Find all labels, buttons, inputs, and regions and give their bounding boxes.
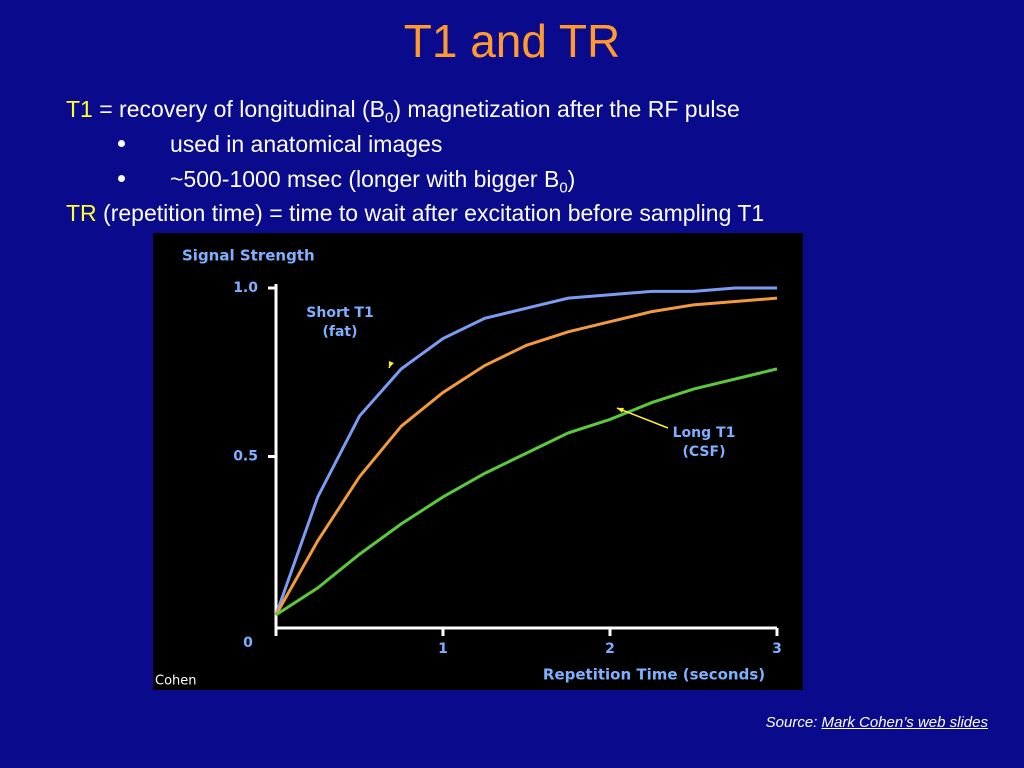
subscript: 0 bbox=[384, 109, 394, 127]
x-tick-label: 2 bbox=[605, 641, 615, 657]
arrow-head bbox=[617, 407, 624, 413]
line bbox=[275, 367, 778, 617]
chart-background bbox=[153, 233, 803, 690]
x-tick-label: 3 bbox=[772, 641, 782, 657]
y-tick-label: 0.5 bbox=[233, 449, 258, 465]
text: (repetition time) = time to wait after e… bbox=[96, 200, 765, 226]
bullet-text: used in anatomical images bbox=[170, 131, 442, 158]
line bbox=[274, 286, 777, 616]
y-tick-label: 0 bbox=[243, 635, 253, 651]
x-axis-label: Repetition Time (seconds) bbox=[543, 666, 765, 684]
y-axis-label: Signal Strength bbox=[182, 247, 315, 265]
y-tick-label: 1.0 bbox=[233, 280, 258, 296]
bullet bbox=[118, 140, 125, 147]
text: used in anatomical images bbox=[170, 131, 443, 157]
annotation-arrow bbox=[616, 407, 669, 429]
credit: Cohen bbox=[155, 674, 197, 689]
term: T1 bbox=[66, 96, 93, 122]
source: Source: Mark Cohen’s web slides bbox=[766, 714, 988, 731]
text: ) bbox=[567, 166, 576, 192]
annotation: (CSF) bbox=[683, 444, 726, 460]
annotation: (fat) bbox=[322, 324, 357, 340]
arrow-head bbox=[388, 361, 394, 368]
bullet bbox=[118, 175, 125, 182]
text: ) magnetization after the RF pulse bbox=[393, 96, 740, 122]
subscript: 0 bbox=[559, 179, 568, 197]
slide-title: T1 and TR bbox=[403, 15, 621, 67]
text: ~500-1000 msec (longer with bigger B bbox=[170, 166, 560, 192]
text-line: TR (repetition time) = time to wait afte… bbox=[66, 200, 764, 227]
x-tick-label: 1 bbox=[438, 641, 448, 657]
text-line: T1 = recovery of longitudinal (B0) magne… bbox=[66, 96, 740, 127]
source-label: Source: bbox=[765, 714, 822, 731]
annotation: Long T1 bbox=[673, 425, 736, 441]
chart: Signal Strength Repetition Time (seconds… bbox=[153, 233, 803, 690]
text: = recovery of longitudinal (B bbox=[92, 96, 385, 122]
line bbox=[274, 296, 778, 616]
bullet-text: ~500-1000 msec (longer with bigger B0) bbox=[170, 166, 575, 197]
term: TR bbox=[66, 200, 97, 226]
source-link[interactable]: Mark Cohen’s web slides bbox=[821, 714, 988, 731]
annotation: Short T1 bbox=[306, 305, 373, 321]
